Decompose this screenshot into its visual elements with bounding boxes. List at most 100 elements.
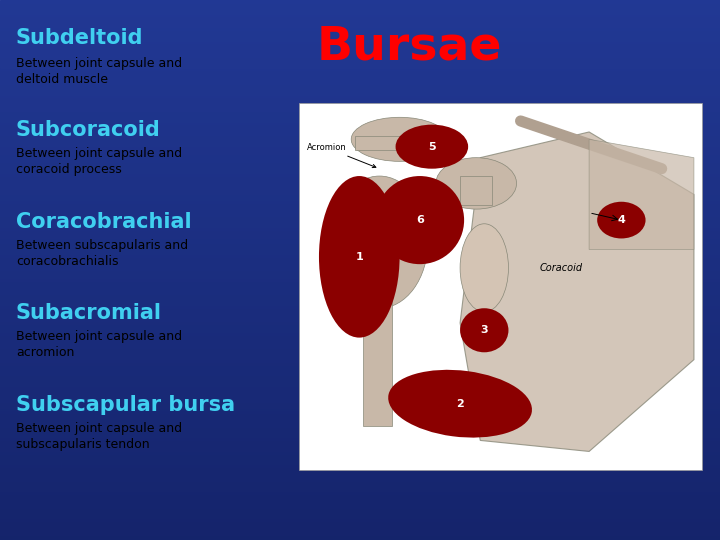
Bar xyxy=(0,103,720,105)
Bar xyxy=(0,197,720,200)
Text: Coracobrachial: Coracobrachial xyxy=(16,212,192,232)
Bar xyxy=(0,526,720,529)
Bar xyxy=(0,140,720,143)
Bar xyxy=(0,348,720,351)
Bar xyxy=(0,486,720,489)
Ellipse shape xyxy=(395,125,468,168)
Bar xyxy=(0,59,720,62)
Ellipse shape xyxy=(375,176,464,264)
Bar xyxy=(0,78,720,81)
Bar xyxy=(0,405,720,408)
Bar xyxy=(0,364,720,367)
Bar xyxy=(0,200,720,202)
Bar xyxy=(0,464,720,467)
Ellipse shape xyxy=(460,224,508,312)
Text: Subcoracoid: Subcoracoid xyxy=(16,120,161,140)
Bar xyxy=(0,46,720,49)
Bar xyxy=(0,246,720,248)
Bar xyxy=(0,462,720,464)
Bar xyxy=(0,108,720,111)
Bar xyxy=(0,148,720,151)
Bar xyxy=(0,389,720,392)
Bar xyxy=(0,481,720,483)
Bar xyxy=(0,394,720,397)
Ellipse shape xyxy=(331,176,428,308)
Bar xyxy=(0,186,720,189)
Bar xyxy=(0,454,720,456)
Bar xyxy=(0,81,720,84)
Bar xyxy=(0,521,720,524)
Bar xyxy=(0,448,720,451)
Ellipse shape xyxy=(319,176,400,338)
Bar xyxy=(0,248,720,251)
Bar xyxy=(0,529,720,532)
Bar xyxy=(0,65,720,68)
Bar xyxy=(0,105,720,108)
Bar xyxy=(0,262,720,265)
Bar xyxy=(0,24,720,27)
Bar xyxy=(0,94,720,97)
Bar xyxy=(0,216,720,219)
Bar xyxy=(0,132,720,135)
Bar xyxy=(0,375,720,378)
Bar xyxy=(0,3,720,5)
Bar xyxy=(0,167,720,170)
Bar xyxy=(0,70,720,73)
Bar xyxy=(0,170,720,173)
Bar xyxy=(0,235,720,238)
Bar xyxy=(0,397,720,400)
Bar xyxy=(0,181,720,184)
Bar xyxy=(0,127,720,130)
Bar xyxy=(0,62,720,65)
Bar xyxy=(364,272,392,426)
Bar xyxy=(0,157,720,159)
Bar xyxy=(0,443,720,445)
Text: Between joint capsule and
coracoid process: Between joint capsule and coracoid proce… xyxy=(16,147,182,176)
Bar xyxy=(0,483,720,486)
Text: Bursae: Bursae xyxy=(317,24,502,69)
Bar xyxy=(0,508,720,510)
Bar xyxy=(0,459,720,462)
Bar xyxy=(0,362,720,364)
Bar xyxy=(0,327,720,329)
Bar xyxy=(0,346,720,348)
Bar xyxy=(0,111,720,113)
Bar xyxy=(0,516,720,518)
Bar xyxy=(460,176,492,205)
Bar xyxy=(0,238,720,240)
Bar xyxy=(0,86,720,89)
Bar xyxy=(0,273,720,275)
Bar xyxy=(0,510,720,513)
Bar xyxy=(0,408,720,410)
Bar xyxy=(0,532,720,535)
Text: Acromion: Acromion xyxy=(307,143,376,167)
Bar xyxy=(0,138,720,140)
Bar xyxy=(0,27,720,30)
Bar xyxy=(0,354,720,356)
Bar xyxy=(0,343,720,346)
Text: Between joint capsule and
deltoid muscle: Between joint capsule and deltoid muscle xyxy=(16,57,182,86)
Bar xyxy=(0,435,720,437)
Text: Between subscapularis and
coracobrachialis: Between subscapularis and coracobrachial… xyxy=(16,239,188,268)
Bar xyxy=(0,162,720,165)
Bar xyxy=(0,356,720,359)
Bar xyxy=(0,97,720,100)
Bar xyxy=(0,319,720,321)
Bar xyxy=(0,113,720,116)
Bar xyxy=(0,351,720,354)
Bar xyxy=(0,189,720,192)
Bar xyxy=(0,51,720,54)
Bar xyxy=(0,324,720,327)
Bar xyxy=(0,192,720,194)
Bar xyxy=(0,505,720,508)
Bar xyxy=(0,30,720,32)
Bar xyxy=(0,173,720,176)
Bar xyxy=(0,437,720,440)
Text: Between joint capsule and
acromion: Between joint capsule and acromion xyxy=(16,330,182,360)
Bar xyxy=(0,176,720,178)
Bar xyxy=(0,359,720,362)
Bar xyxy=(0,535,720,537)
Bar xyxy=(0,432,720,435)
Bar xyxy=(0,402,720,405)
Bar xyxy=(0,14,720,16)
